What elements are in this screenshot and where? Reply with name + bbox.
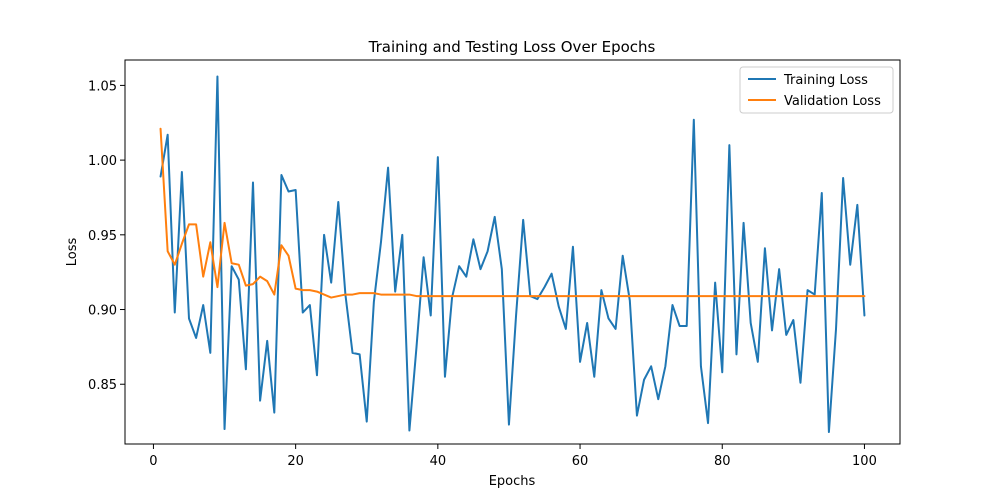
x-tick-label: 80 [714, 454, 731, 469]
y-tick-label: 0.95 [88, 229, 117, 244]
chart-title: Training and Testing Loss Over Epochs [368, 38, 656, 56]
legend: Training Loss Validation Loss [739, 66, 894, 114]
y-axis-label: Loss [65, 238, 80, 267]
x-tick-label: 0 [149, 454, 157, 469]
plot-frame [124, 59, 901, 445]
x-axis: 0 20 40 60 80 100 [149, 444, 877, 469]
x-axis-label: Epochs [489, 474, 536, 489]
x-tick-label: 40 [430, 454, 447, 469]
y-tick-label: 0.85 [88, 378, 117, 393]
legend-label: Validation Loss [784, 94, 881, 109]
y-tick-label: 1.05 [88, 79, 117, 94]
plot-area [159, 75, 866, 434]
x-tick-label: 20 [287, 454, 304, 469]
x-tick-label: 60 [572, 454, 589, 469]
y-axis: 0.85 0.90 0.95 1.00 1.05 [88, 79, 125, 393]
series-line-training-loss [159, 75, 866, 434]
x-tick-label: 100 [852, 454, 877, 469]
y-tick-label: 0.90 [88, 304, 117, 319]
legend-label: Training Loss [783, 73, 868, 88]
series-line-validation-loss [159, 127, 866, 299]
legend-box [739, 66, 894, 114]
y-tick-label: 1.00 [88, 154, 117, 169]
